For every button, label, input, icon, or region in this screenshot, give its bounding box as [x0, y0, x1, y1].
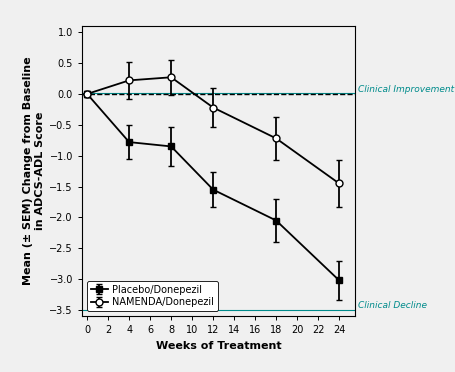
Text: Clinical Improvement: Clinical Improvement: [358, 85, 454, 94]
X-axis label: Weeks of Treatment: Weeks of Treatment: [156, 341, 281, 351]
Y-axis label: Mean (± SEM) Change from Baseline
in ADCS-ADL Score: Mean (± SEM) Change from Baseline in ADC…: [24, 57, 45, 285]
Legend: Placebo/Donepezil, NAMENDA/Donepezil: Placebo/Donepezil, NAMENDA/Donepezil: [87, 280, 218, 311]
Text: Clinical Decline: Clinical Decline: [358, 301, 427, 310]
